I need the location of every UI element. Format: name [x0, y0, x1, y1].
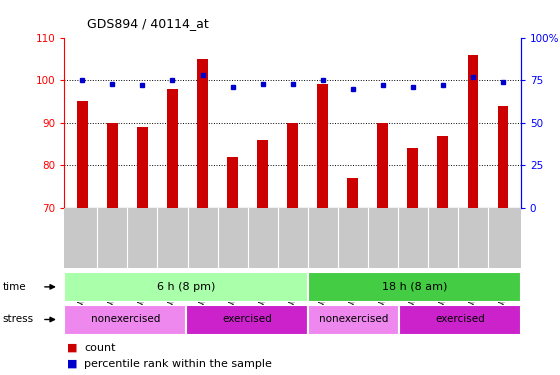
Text: exercised: exercised: [435, 315, 485, 324]
Bar: [318, 84, 328, 208]
Text: nonexercised: nonexercised: [319, 315, 388, 324]
Text: 6 h (8 pm): 6 h (8 pm): [157, 282, 215, 292]
Text: count: count: [84, 343, 115, 353]
Text: ■: ■: [67, 343, 78, 353]
Bar: [497, 106, 508, 208]
Bar: [308, 272, 521, 302]
Bar: [64, 304, 186, 334]
Text: percentile rank within the sample: percentile rank within the sample: [84, 359, 272, 369]
Bar: [437, 136, 448, 208]
Bar: [64, 272, 308, 302]
Text: stress: stress: [3, 315, 34, 324]
Text: nonexercised: nonexercised: [91, 315, 160, 324]
Text: ■: ■: [67, 359, 78, 369]
Bar: [377, 123, 388, 208]
Bar: [107, 123, 118, 208]
Bar: [468, 55, 478, 208]
Bar: [197, 59, 208, 208]
Bar: [308, 304, 399, 334]
Text: exercised: exercised: [222, 315, 272, 324]
Text: GDS894 / 40114_at: GDS894 / 40114_at: [87, 17, 208, 30]
Bar: [227, 157, 238, 208]
Bar: [186, 304, 308, 334]
Bar: [77, 102, 88, 208]
Bar: [399, 304, 521, 334]
Bar: [137, 127, 148, 208]
Bar: [287, 123, 298, 208]
Bar: [257, 140, 268, 208]
Text: 18 h (8 am): 18 h (8 am): [381, 282, 447, 292]
Bar: [167, 89, 178, 208]
Bar: [347, 178, 358, 208]
Text: time: time: [3, 282, 26, 292]
Bar: [408, 148, 418, 208]
